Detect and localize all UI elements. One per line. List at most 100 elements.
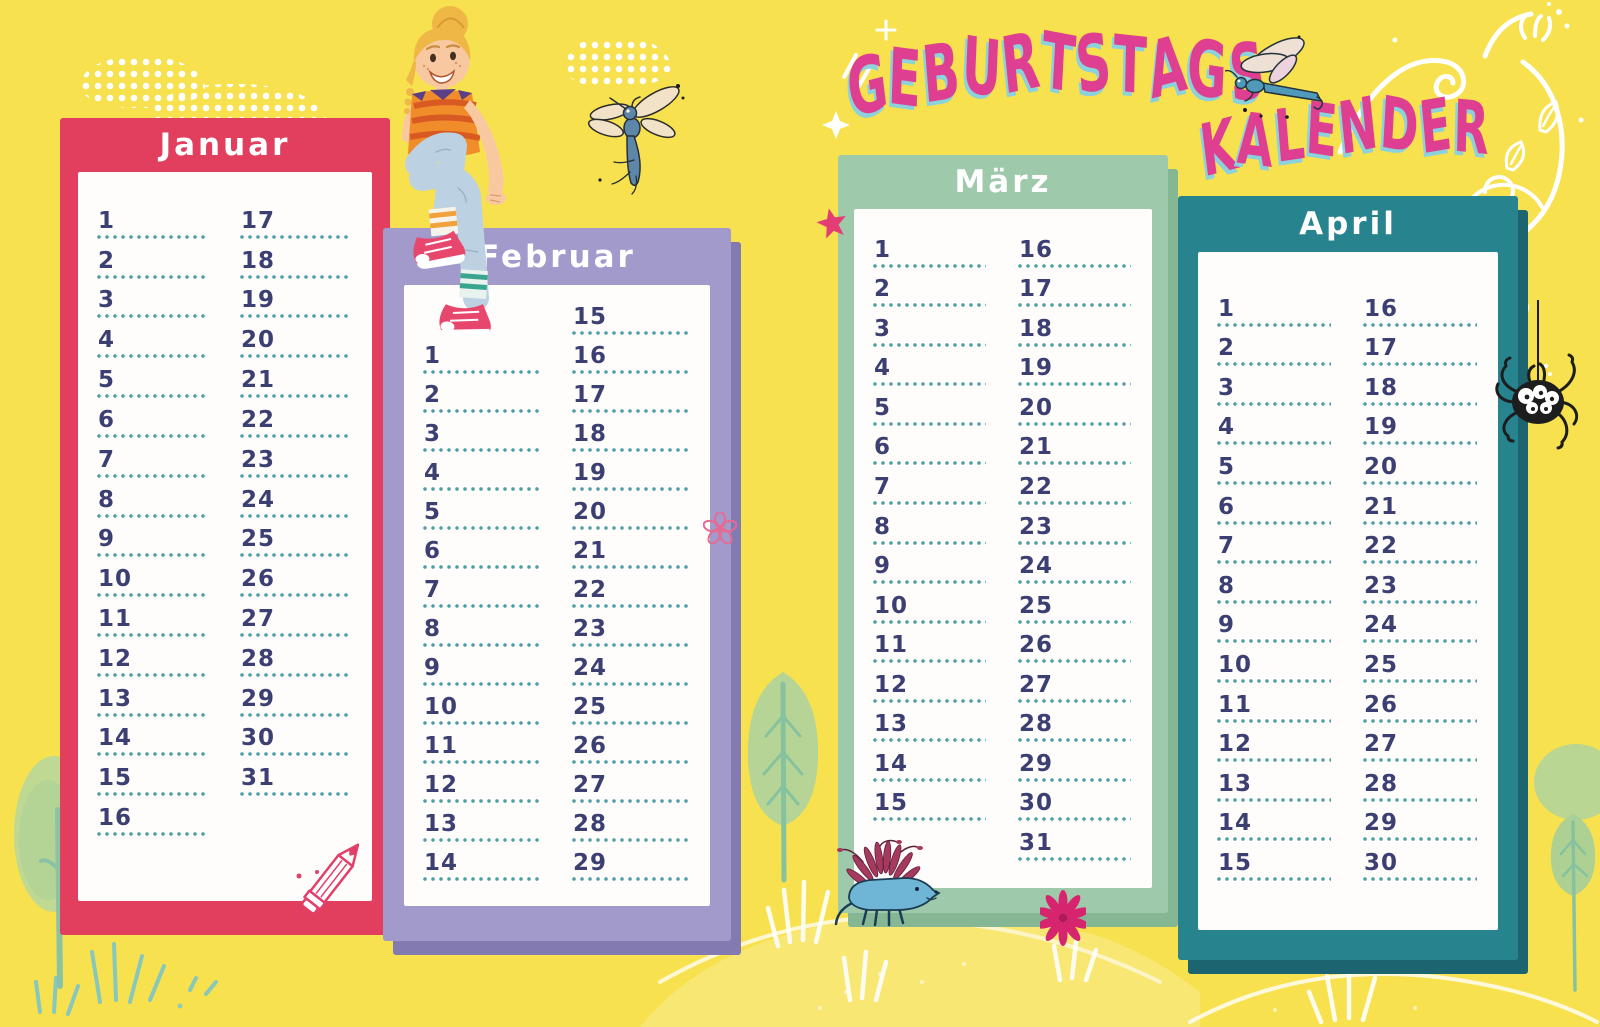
day-number: 22 bbox=[241, 406, 276, 433]
day-row: 15 30 bbox=[1214, 844, 1482, 884]
day-entry: 12 bbox=[423, 767, 542, 806]
name-line bbox=[1363, 837, 1477, 842]
day-number: 7 bbox=[424, 577, 442, 603]
day-number: 17 bbox=[1364, 335, 1399, 362]
day-entry: 18 bbox=[1363, 369, 1479, 409]
name-line bbox=[1363, 758, 1477, 763]
day-row: 16 bbox=[94, 799, 356, 839]
name-line bbox=[240, 354, 351, 359]
name-line bbox=[423, 526, 540, 530]
day-entry: 19 bbox=[1363, 409, 1479, 449]
day-entry: 30 bbox=[1018, 785, 1133, 825]
day-entry: 7 bbox=[873, 468, 988, 508]
day-entry: 17 bbox=[240, 202, 353, 242]
day-number: 8 bbox=[98, 486, 116, 513]
name-line bbox=[873, 421, 986, 426]
day-number: 24 bbox=[241, 486, 276, 513]
name-line bbox=[873, 580, 986, 585]
day-entry: 6 bbox=[873, 429, 988, 469]
day-entry: 1 bbox=[873, 231, 988, 271]
day-number: 10 bbox=[424, 694, 459, 720]
day-row: 14 29 bbox=[420, 845, 694, 884]
day-number: 20 bbox=[241, 327, 276, 354]
day-entry: 27 bbox=[572, 767, 691, 806]
day-entry: 15 bbox=[873, 785, 988, 825]
day-number: 21 bbox=[1019, 434, 1054, 461]
day-number: 12 bbox=[1218, 731, 1253, 758]
day-entry: 24 bbox=[1363, 607, 1479, 647]
day-row: 8 23 bbox=[870, 508, 1136, 548]
day-number: 17 bbox=[1019, 276, 1054, 303]
name-line bbox=[572, 409, 689, 413]
day-entry: 8 bbox=[97, 481, 210, 521]
day-entry: 27 bbox=[1018, 666, 1133, 706]
day-number: 22 bbox=[1019, 473, 1054, 500]
day-row: 12 28 bbox=[94, 640, 356, 680]
day-entry: 11 bbox=[873, 627, 988, 667]
day-number: 15 bbox=[874, 790, 909, 817]
day-row: 3 18 bbox=[870, 310, 1136, 350]
day-number: 2 bbox=[1218, 335, 1236, 362]
day-row: 2 17 bbox=[870, 271, 1136, 311]
name-line bbox=[572, 760, 689, 764]
tree-icon bbox=[1550, 814, 1596, 992]
day-number: 7 bbox=[874, 473, 892, 500]
day-entry: 6 bbox=[97, 401, 210, 441]
title-letter: E bbox=[1415, 81, 1457, 171]
day-entry: 1 bbox=[97, 202, 210, 242]
name-line bbox=[1217, 758, 1331, 763]
day-entry: 9 bbox=[1217, 607, 1333, 647]
day-entry: 28 bbox=[1363, 765, 1479, 805]
name-line bbox=[240, 394, 351, 399]
day-number: 7 bbox=[98, 446, 116, 473]
day-number: 25 bbox=[241, 526, 276, 553]
day-entry: 31 bbox=[240, 759, 353, 799]
day-row: 1 17 bbox=[94, 202, 356, 242]
name-line bbox=[873, 817, 986, 822]
day-entry: 25 bbox=[1018, 587, 1133, 627]
name-line bbox=[97, 314, 208, 319]
title-letter: R bbox=[997, 15, 1046, 113]
name-line bbox=[97, 792, 208, 797]
month-title: April bbox=[1299, 206, 1397, 242]
day-entry: 23 bbox=[1363, 567, 1479, 607]
day-number: 8 bbox=[424, 616, 442, 642]
day-number: 4 bbox=[98, 327, 116, 354]
name-line bbox=[240, 792, 351, 797]
month-panel-marz: März 1 16 2 17 3 18 4 19 5 20 6 21 7 22 8 23 9 24 10 25 11 26 1… bbox=[838, 155, 1168, 913]
day-entry: 11 bbox=[97, 600, 210, 640]
name-line bbox=[1363, 639, 1477, 644]
name-line bbox=[572, 604, 689, 608]
day-entry: 13 bbox=[873, 706, 988, 746]
day-number: 13 bbox=[424, 811, 459, 837]
name-line bbox=[1217, 560, 1331, 565]
name-line bbox=[1018, 659, 1131, 664]
name-line bbox=[1217, 362, 1331, 367]
day-number: 19 bbox=[573, 460, 608, 486]
month-title: Januar bbox=[159, 127, 291, 163]
day-number: 3 bbox=[874, 315, 892, 342]
name-line bbox=[97, 672, 208, 677]
name-line bbox=[1217, 322, 1331, 327]
name-line bbox=[423, 721, 540, 725]
name-line bbox=[240, 234, 351, 239]
title-letter: B bbox=[919, 25, 965, 122]
name-line bbox=[1363, 599, 1477, 604]
day-row: 9 24 bbox=[870, 548, 1136, 588]
name-line bbox=[423, 487, 540, 491]
day-number: 29 bbox=[1364, 810, 1399, 837]
day-entry: 25 bbox=[240, 521, 353, 561]
name-line bbox=[240, 433, 351, 438]
name-line bbox=[1018, 857, 1131, 861]
day-entry: 8 bbox=[1217, 567, 1333, 607]
name-line bbox=[873, 382, 986, 387]
polka-dot-cloud-icon bbox=[563, 36, 671, 88]
day-entry: 18 bbox=[1018, 310, 1133, 350]
day-row: 15 bbox=[420, 299, 694, 338]
day-entry: 26 bbox=[240, 560, 353, 600]
day-number: 3 bbox=[98, 287, 116, 314]
name-line bbox=[1018, 461, 1131, 466]
day-entry: 5 bbox=[1217, 448, 1333, 488]
